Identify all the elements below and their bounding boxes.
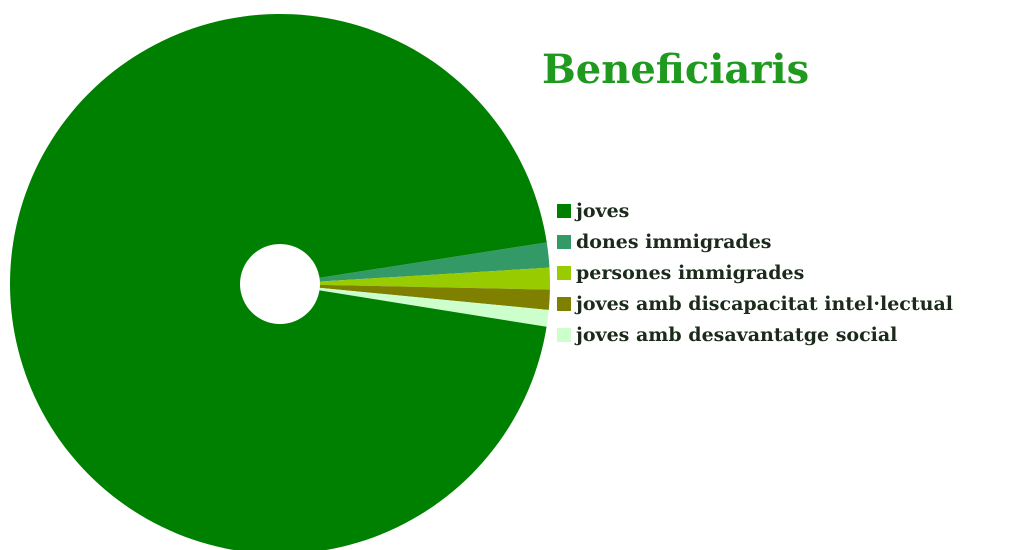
legend-label: persones immigrades	[576, 261, 805, 284]
legend: joves dones immigrades persones immigrad…	[557, 195, 953, 350]
legend-item-joves-desavantatge: joves amb desavantatge social	[557, 319, 953, 350]
donut-hole	[240, 244, 320, 324]
legend-item-joves: joves	[557, 195, 953, 226]
legend-label: joves amb desavantatge social	[576, 323, 898, 346]
legend-swatch	[557, 265, 571, 280]
legend-swatch	[557, 234, 571, 249]
legend-swatch	[557, 296, 571, 311]
chart-title: Beneficiaris	[542, 46, 810, 93]
legend-swatch	[557, 327, 571, 342]
legend-item-joves-discapacitat: joves amb discapacitat intel·lectual	[557, 288, 953, 319]
legend-swatch	[557, 203, 571, 218]
pie-slice-persones-immigrades	[280, 267, 550, 290]
legend-label: joves amb discapacitat intel·lectual	[576, 292, 953, 315]
legend-label: joves	[576, 199, 630, 222]
pie-slice-joves-amb-discapacitat-intel-lectual	[280, 284, 550, 310]
pie-slice-dones-immigrades	[280, 242, 550, 284]
legend-label: dones immigrades	[576, 230, 772, 253]
legend-item-dones-immigrades: dones immigrades	[557, 226, 953, 257]
pie-slice-joves-amb-desavantatge-social	[280, 284, 549, 327]
legend-item-persones-immigrades: persones immigrades	[557, 257, 953, 288]
